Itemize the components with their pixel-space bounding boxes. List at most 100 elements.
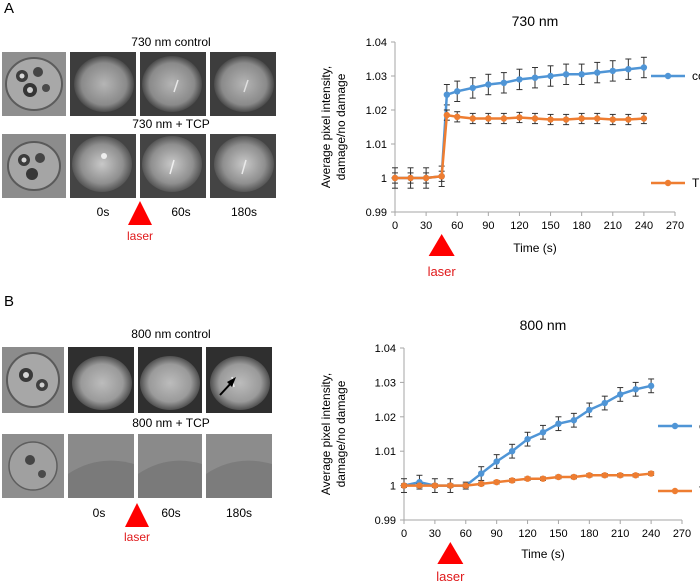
data-point [555, 473, 562, 481]
data-point [578, 71, 585, 78]
micrograph-b-phase-control [2, 347, 64, 413]
y-tick-label: 1.04 [375, 343, 396, 355]
data-point [531, 115, 539, 122]
laser-triangle-icon [437, 542, 464, 564]
micrograph-b-tcp-180s [206, 434, 272, 498]
panel-b-row1-label: 800 nm control [131, 327, 211, 341]
panel-b-laser-triangle-icon [125, 503, 149, 527]
data-point [443, 111, 451, 119]
y-tick-label: 1.04 [366, 37, 387, 49]
micrograph-b-control-180s-art [206, 347, 272, 413]
data-point [617, 391, 624, 398]
data-point [601, 399, 608, 407]
micrograph-b-control-0s-art [68, 347, 134, 413]
data-point [640, 64, 648, 71]
data-point [407, 174, 414, 182]
micrograph-a-tcp-60s [140, 134, 206, 198]
x-tick-label: 120 [518, 528, 536, 540]
x-tick-label: 30 [429, 528, 441, 540]
x-tick-label: 60 [451, 220, 463, 232]
data-point [493, 458, 500, 465]
panel-a-letter: A [4, 0, 15, 17]
micrograph-b-tcp-60s-art [138, 434, 202, 498]
x-tick-label: 270 [666, 220, 684, 232]
data-point [478, 480, 485, 488]
legend-control: control [658, 419, 700, 433]
micrograph-a-tcp-60s-art [140, 134, 206, 198]
panel-b-time-180s: 180s [225, 506, 253, 520]
data-point [531, 74, 539, 81]
data-point [609, 116, 616, 123]
y-tick-label: 0.99 [375, 515, 396, 527]
chart-title: 800 nm [520, 317, 567, 333]
laser-label: laser [428, 264, 457, 279]
legend-swatch-marker [664, 179, 672, 187]
micrograph-b-tcp-0s-art [68, 434, 134, 498]
x-tick-label: 120 [510, 220, 528, 232]
micrograph-b-phase-tcp-art [2, 434, 64, 498]
panel-a-row1-label: 730 nm control [131, 35, 211, 49]
legend-swatch-marker [671, 422, 679, 430]
data-point [516, 76, 523, 83]
data-point [469, 115, 476, 122]
data-point [485, 81, 492, 88]
laser-triangle-icon [428, 234, 455, 256]
data-point [478, 470, 485, 477]
legend-label: control [692, 69, 700, 83]
x-axis-label: Time (s) [521, 547, 565, 561]
data-point [601, 472, 608, 479]
panel-a-time-0s: 0s [96, 205, 110, 219]
y-tick-label: 1 [381, 173, 387, 185]
x-tick-label: 150 [541, 220, 559, 232]
panel-a-time-60s: 60s [171, 205, 191, 219]
data-point [594, 115, 601, 122]
data-point [485, 115, 492, 122]
micrograph-a-control-60s-art [140, 52, 206, 116]
micrograph-a-tcp-180s-art [210, 134, 276, 198]
data-point [547, 72, 554, 80]
x-tick-label: 0 [392, 220, 398, 232]
series-line [395, 113, 644, 180]
micrograph-b-tcp-0s [68, 434, 134, 498]
y-tick-label: 1 [390, 481, 396, 493]
micrograph-a-tcp-0s-art [70, 134, 136, 198]
micrograph-b-control-0s [68, 347, 134, 413]
x-tick-label: 240 [635, 220, 653, 232]
micrograph-a-phase-tcp-art [2, 134, 66, 198]
data-point [594, 69, 601, 76]
data-point [647, 382, 655, 390]
panel-a-time-180s: 180s [230, 205, 258, 219]
y-tick-label: 1.01 [366, 139, 387, 151]
micrograph-b-tcp-180s-art [206, 434, 272, 498]
micrograph-b-tcp-60s [138, 434, 202, 498]
x-tick-label: 150 [549, 528, 567, 540]
y-tick-label: 1.02 [366, 105, 387, 117]
x-axis-label: Time (s) [513, 241, 557, 255]
data-point [625, 66, 632, 73]
legend-tcp: TCP [651, 176, 700, 190]
x-tick-label: 270 [673, 528, 691, 540]
data-point [632, 472, 639, 479]
laser-label: laser [436, 569, 465, 584]
data-point [586, 472, 593, 479]
data-point [632, 386, 639, 393]
y-tick-label: 1.03 [366, 71, 387, 83]
micrograph-b-control-60s-art [138, 347, 202, 413]
x-tick-label: 30 [420, 220, 432, 232]
micrograph-a-phase-control [2, 52, 66, 116]
micrograph-a-tcp-180s [210, 134, 276, 198]
chart-730nm: 730 nm 0.99 1 1.01 1.02 1.03 1.04 0 30 60 90 120 150… [319, 13, 700, 279]
micrograph-b-control-60s [138, 347, 202, 413]
panel-b-time-60s: 60s [161, 506, 181, 520]
arrow-icon [219, 377, 236, 396]
x-tick-label: 210 [604, 220, 622, 232]
data-point [547, 116, 554, 123]
y-axis-label-line: Average pixel intensity, [319, 66, 333, 188]
legend-tcp: TCP [658, 484, 700, 498]
x-tick-label: 60 [460, 528, 472, 540]
micrograph-b-phase-tcp [2, 434, 64, 498]
data-point [647, 470, 655, 477]
data-point [640, 115, 648, 122]
data-point [562, 116, 570, 123]
data-point [454, 113, 461, 121]
